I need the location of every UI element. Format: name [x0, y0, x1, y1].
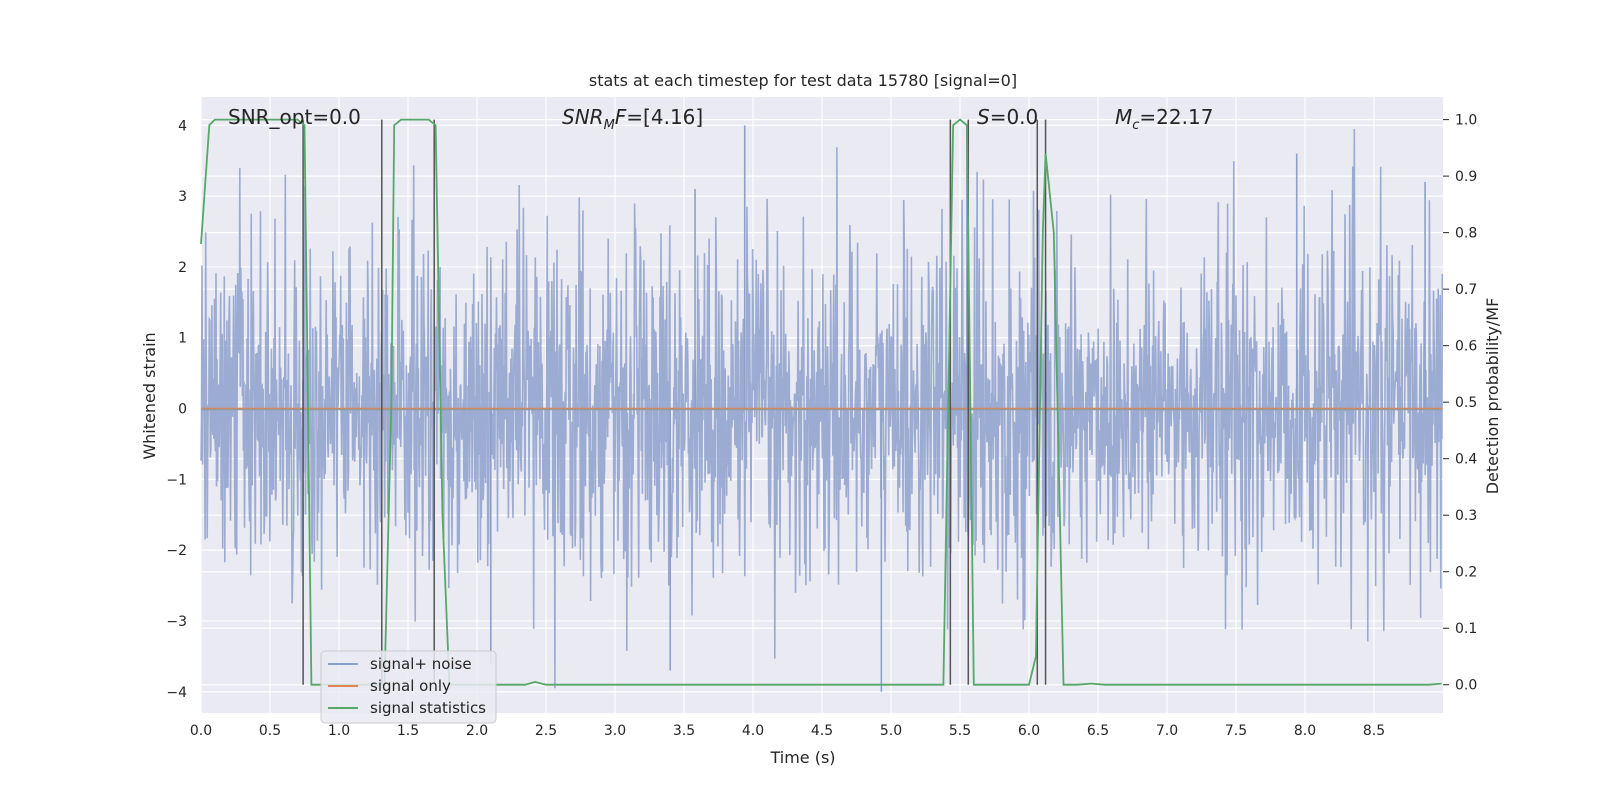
x-axis-ticks: 0.0 0.5 1.0 1.5 2.0 2.5 3.0 3.5 4.0 4.5 5.0 5.5 6.0 6…: [190, 723, 1385, 739]
annotation-mc-value: =22.17: [1139, 105, 1213, 129]
x-tick-label: 0.0: [190, 723, 212, 739]
chart-title: stats at each timestep for test data 157…: [589, 71, 1017, 90]
y-left-tick-label: −4: [166, 685, 187, 701]
legend-entry-signal-only: signal only: [370, 677, 451, 695]
x-tick-label: 2.5: [535, 723, 557, 739]
annotation-snr-mf-main: SNR: [562, 105, 604, 129]
annotation-s: S=0.0: [977, 105, 1038, 129]
y-left-tick-label: 2: [178, 260, 187, 276]
y-right-tick-label: 0.9: [1455, 169, 1477, 185]
y-right-tick-label: 0.8: [1455, 226, 1477, 242]
annotation-snr-mf-sub: M: [604, 118, 615, 133]
annotation-mc: Mc=22.17: [1115, 105, 1213, 133]
signal-noise-series: [200, 125, 1444, 692]
y-left-axis-ticks: 4 3 2 1 0 −1 −2 −3 −4: [166, 118, 187, 700]
x-tick-label: 7.5: [1225, 723, 1247, 739]
x-tick-label: 4.0: [742, 723, 764, 739]
x-tick-label: 5.5: [949, 723, 971, 739]
y-right-tick-label: 0.7: [1455, 282, 1477, 298]
x-tick-label: 8.0: [1294, 723, 1316, 739]
annotation-mc-main: M: [1115, 105, 1132, 129]
x-axis-label: Time (s): [769, 748, 835, 767]
x-tick-label: 1.0: [328, 723, 350, 739]
y-right-tick-label: 0.3: [1455, 508, 1477, 524]
y-right-tick-label: 1.0: [1455, 113, 1477, 129]
annotation-snr-mf-value: =[4.16]: [626, 105, 703, 129]
legend-entry-statistics: signal statistics: [370, 699, 486, 717]
x-tick-label: 5.0: [880, 723, 902, 739]
x-tick-label: 7.0: [1156, 723, 1178, 739]
annotation-s-main: S: [977, 105, 990, 129]
x-tick-label: 6.0: [1018, 723, 1040, 739]
legend: signal+ noise signal only signal statist…: [320, 650, 497, 724]
statistics-line: [200, 118, 1442, 686]
annotation-snr-mf-it: F: [615, 105, 627, 129]
annotation-snr-mf: SNRMF=[4.16]: [562, 105, 703, 133]
y-left-tick-label: −3: [166, 614, 187, 630]
x-tick-label: 6.5: [1087, 723, 1109, 739]
x-tick-label: 2.0: [466, 723, 488, 739]
y-right-tick-label: 0.2: [1455, 565, 1477, 581]
legend-box: [320, 650, 497, 724]
y-left-tick-label: −1: [166, 472, 187, 488]
x-tick-label: 1.5: [397, 723, 419, 739]
y-left-tick-label: 4: [178, 118, 187, 134]
y-right-tick-label: 0.6: [1455, 339, 1477, 355]
y-right-axis-ticks: 1.0 0.9 0.8 0.7 0.6 0.5 0.4 0.3 0.2 0.1 0.0: [1443, 113, 1477, 694]
annotation-mc-sub: c: [1132, 118, 1139, 133]
y-right-tick-label: 0.1: [1455, 621, 1477, 637]
y-left-tick-label: 3: [178, 189, 187, 205]
x-tick-label: 0.5: [259, 723, 281, 739]
y-right-tick-label: 0.5: [1455, 395, 1477, 411]
y-left-tick-label: 0: [178, 402, 187, 418]
legend-entry-noise: signal+ noise: [370, 655, 472, 673]
x-tick-label: 8.5: [1363, 723, 1385, 739]
y-right-tick-label: 0.0: [1455, 678, 1477, 694]
noise-trace: [200, 128, 1444, 689]
annotation-snr-opt: SNR_opt=0.0: [228, 105, 361, 129]
annotation-s-value: =0.0: [990, 105, 1039, 129]
x-tick-label: 4.5: [811, 723, 833, 739]
x-tick-label: 3.5: [673, 723, 695, 739]
y-right-tick-label: 0.4: [1455, 452, 1477, 468]
y-left-tick-label: 1: [178, 331, 187, 347]
y-right-axis-label: Detection probability/MF: [1483, 298, 1502, 495]
signal-only-series: [201, 407, 1443, 411]
x-tick-label: 3.0: [604, 723, 626, 739]
y-left-tick-label: −2: [166, 543, 187, 559]
y-left-axis-label: Whitened strain: [140, 332, 159, 459]
